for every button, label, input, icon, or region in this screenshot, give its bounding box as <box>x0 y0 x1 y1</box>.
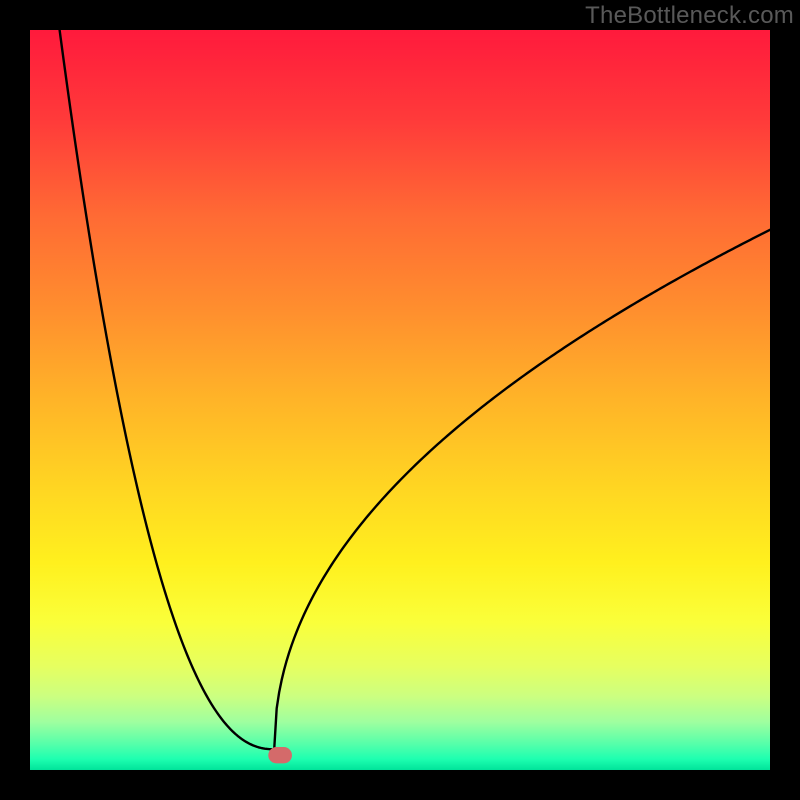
chart-root: TheBottleneck.com <box>0 0 800 800</box>
watermark-text: TheBottleneck.com <box>585 2 794 30</box>
optimum-marker <box>268 747 292 763</box>
bottleneck-chart-svg <box>0 0 800 800</box>
chart-plot-area <box>30 30 770 770</box>
